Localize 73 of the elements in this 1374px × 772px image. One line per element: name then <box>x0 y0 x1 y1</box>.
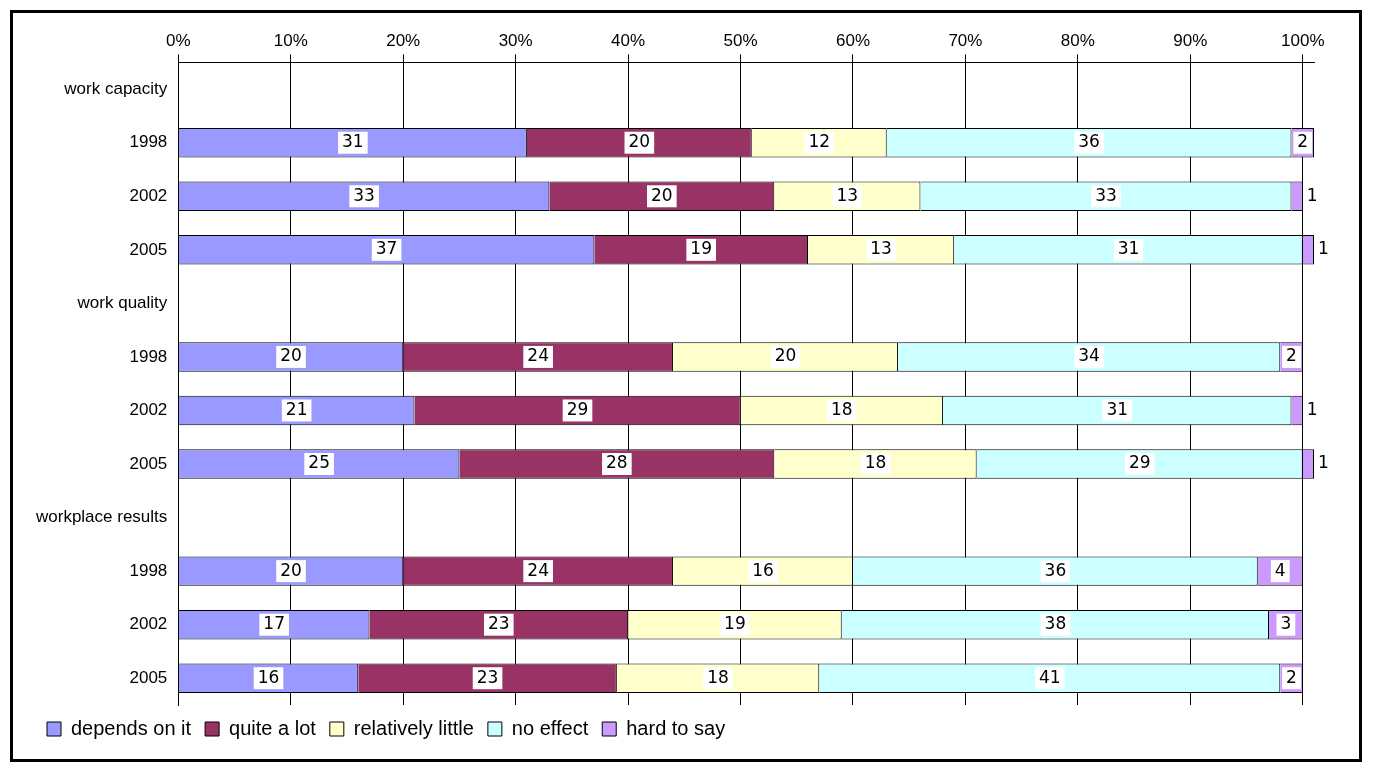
data-label: 29 <box>1128 452 1151 473</box>
y-tick-label: 2002 <box>129 614 168 634</box>
data-label: 19 <box>690 238 713 259</box>
data-label: 20 <box>280 559 302 580</box>
data-label: 36 <box>1044 559 1067 580</box>
y-tick-label: 2002 <box>129 400 168 420</box>
data-label: 25 <box>308 452 330 473</box>
data-label: 12 <box>808 131 831 152</box>
x-tick-label: 60% <box>835 30 870 50</box>
x-tick-label: 70% <box>948 30 983 50</box>
data-label: 31 <box>1117 238 1140 259</box>
data-label: 17 <box>263 613 285 634</box>
data-label: 21 <box>285 398 308 419</box>
legend-label: relatively little <box>353 716 474 739</box>
data-label: 36 <box>1078 131 1100 152</box>
data-label: 20 <box>651 184 673 205</box>
y-tick-label: workplace results <box>35 507 168 527</box>
y-tick-label: 2005 <box>129 667 168 687</box>
data-label: 28 <box>606 452 628 473</box>
y-tick-label: 1998 <box>129 132 168 152</box>
data-label: 20 <box>280 345 302 366</box>
data-label: 2 <box>1297 131 1309 152</box>
data-label: 1 <box>1306 184 1318 205</box>
data-label: 20 <box>628 131 651 152</box>
data-label: 16 <box>257 666 280 687</box>
data-label: 18 <box>864 452 887 473</box>
x-tick-label: 30% <box>498 30 533 50</box>
data-label: 20 <box>774 345 797 366</box>
legend-label: hard to say <box>626 716 726 739</box>
data-label: 23 <box>476 666 499 687</box>
data-label: 23 <box>487 613 510 634</box>
data-label: 2 <box>1286 345 1297 366</box>
data-label: 1 <box>1318 452 1329 473</box>
x-tick-label: 50% <box>723 30 758 50</box>
data-label: 38 <box>1044 613 1067 634</box>
x-tick-label: 90% <box>1173 30 1208 50</box>
y-tick-label: work capacity <box>63 78 168 98</box>
y-tick-label: 2005 <box>129 453 168 473</box>
data-label: 34 <box>1078 345 1100 366</box>
x-tick-label: 10% <box>273 30 308 50</box>
data-label: 19 <box>724 613 746 634</box>
data-label: 13 <box>870 238 892 259</box>
y-tick-label: 1998 <box>129 560 168 580</box>
data-label: 31 <box>342 131 364 152</box>
legend-label: quite a lot <box>229 716 317 739</box>
data-label: 18 <box>707 666 729 687</box>
data-label: 41 <box>1038 666 1061 687</box>
y-tick-label: 1998 <box>129 346 168 366</box>
x-tick-label: 100% <box>1281 30 1325 50</box>
data-label: 33 <box>353 184 375 205</box>
x-tick-label: 80% <box>1060 30 1095 50</box>
data-label: 3 <box>1280 613 1292 634</box>
legend-label: depends on it <box>71 716 192 739</box>
x-tick-label: 20% <box>386 30 421 50</box>
data-label: 1 <box>1318 238 1329 259</box>
data-label: 4 <box>1274 559 1286 580</box>
legend-label: no effect <box>511 716 589 739</box>
y-tick-label: work quality <box>76 293 168 313</box>
data-label: 13 <box>836 184 859 205</box>
x-tick-label: 0% <box>166 30 191 50</box>
x-tick-label: 40% <box>611 30 646 50</box>
y-tick-label: 2005 <box>129 239 168 259</box>
data-label: 2 <box>1286 666 1297 687</box>
data-label: 24 <box>527 559 549 580</box>
data-label: 31 <box>1106 398 1129 419</box>
y-tick-label: 2002 <box>129 185 168 205</box>
data-label: 29 <box>566 398 589 419</box>
data-label: 24 <box>527 345 549 366</box>
data-label: 33 <box>1095 184 1117 205</box>
data-label: 37 <box>375 238 398 259</box>
data-label: 1 <box>1306 398 1318 419</box>
data-label: 18 <box>830 398 853 419</box>
data-label: 16 <box>752 559 774 580</box>
